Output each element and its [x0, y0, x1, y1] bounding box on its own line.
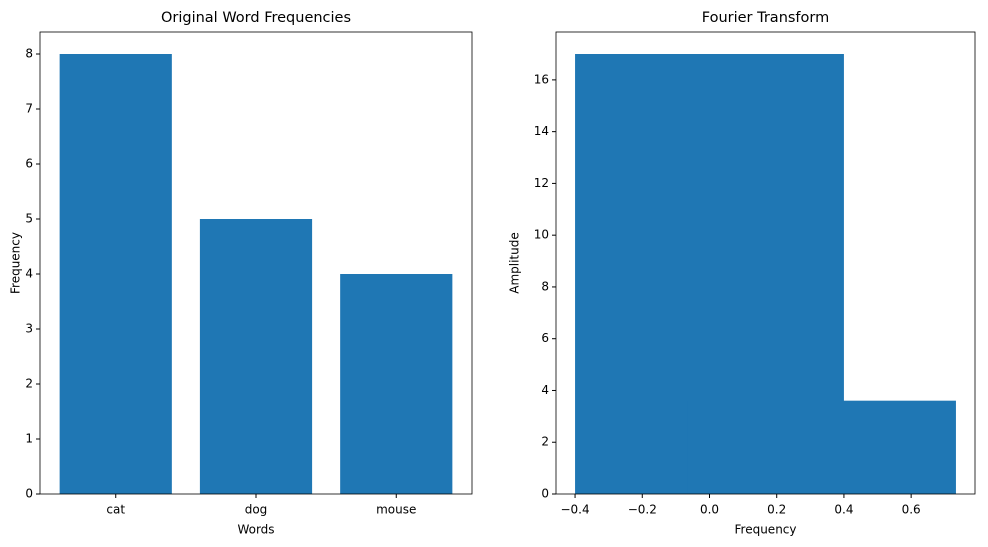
y-tick-label: 2: [25, 377, 33, 391]
y-tick-label: 4: [25, 267, 33, 281]
x-tick-label: dog: [245, 503, 268, 517]
y-tick-label: 2: [541, 435, 549, 449]
y-tick-label: 8: [25, 47, 33, 61]
y-axis-label: Amplitude: [508, 232, 522, 294]
bar: [340, 274, 453, 494]
y-tick-label: 6: [25, 157, 33, 171]
y-tick-label: 1: [25, 432, 33, 446]
y-tick-label: 6: [541, 331, 549, 345]
x-tick-label: mouse: [376, 503, 416, 517]
bar: [199, 219, 313, 494]
x-tick-label: 0.6: [902, 503, 921, 517]
y-tick-label: 0: [25, 487, 33, 501]
bar: [59, 54, 172, 494]
x-tick-label: 0.2: [767, 503, 786, 517]
chart-title: Fourier Transform: [702, 10, 830, 26]
axes-frame: [555, 31, 976, 495]
bar: [687, 400, 956, 494]
x-tick-label: −0.2: [628, 503, 657, 517]
y-tick-label: 8: [541, 279, 549, 293]
y-axis-label: Frequency: [9, 232, 23, 294]
x-tick-label: −0.4: [560, 503, 589, 517]
y-tick-label: 12: [534, 176, 549, 190]
chart-title: Original Word Frequencies: [161, 10, 351, 26]
y-tick-label: 5: [25, 212, 33, 226]
y-tick-label: 10: [534, 228, 549, 242]
y-tick-label: 0: [541, 487, 549, 501]
y-tick-label: 16: [534, 72, 549, 86]
y-tick-label: 7: [25, 102, 33, 116]
x-tick-label: 0.4: [834, 503, 853, 517]
x-tick-label: cat: [106, 503, 125, 517]
x-axis-label: Frequency: [735, 523, 797, 537]
y-tick-label: 4: [541, 383, 549, 397]
x-axis-label: Words: [237, 523, 274, 537]
axes-frame: [39, 31, 473, 495]
y-tick-label: 3: [25, 322, 33, 336]
x-tick-label: 0.0: [700, 503, 719, 517]
y-tick-label: 14: [534, 124, 549, 138]
